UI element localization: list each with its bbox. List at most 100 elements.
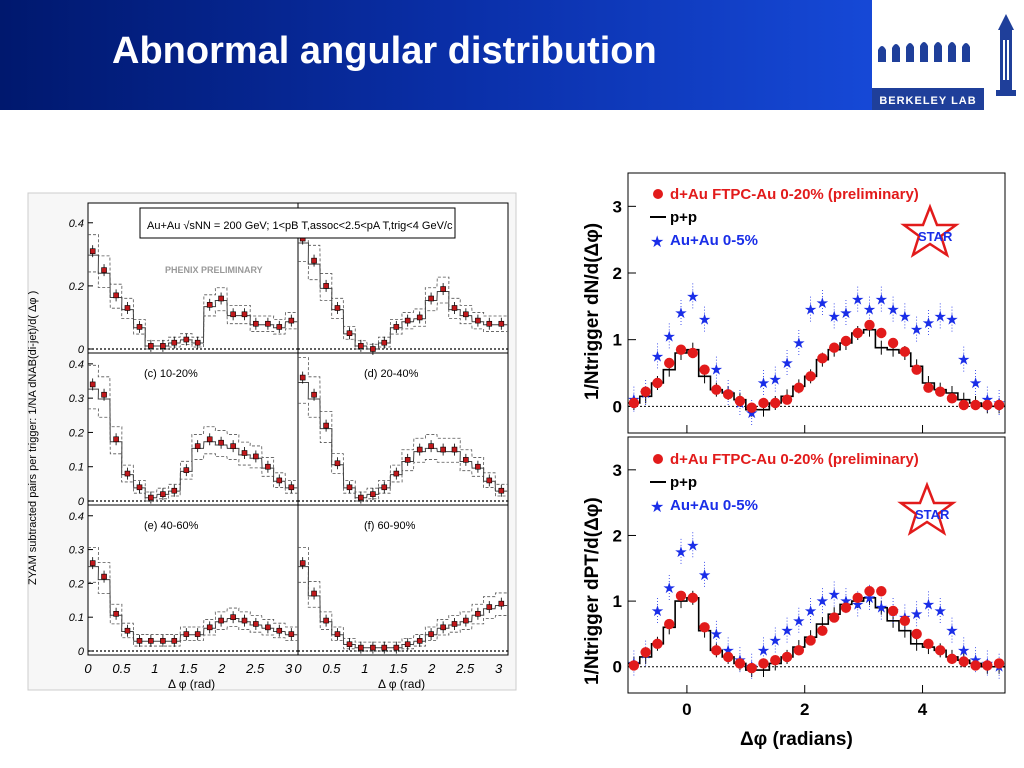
- phenix-xtick: 3: [285, 661, 293, 676]
- phenix-point: [218, 439, 224, 446]
- star-top-ytick: 2: [613, 264, 622, 283]
- star-bottom-dau-point: [758, 658, 769, 669]
- star-top-dau-point: [734, 395, 746, 407]
- star-top-ytick: 3: [613, 197, 622, 216]
- phenix-point: [230, 311, 236, 318]
- phenix-point: [346, 484, 353, 491]
- star-bottom-auau-point: ★: [769, 632, 782, 649]
- star-bottom-auau-point: ★: [804, 603, 817, 620]
- phenix-point: [416, 446, 423, 453]
- star-top-auau-point: ★: [780, 355, 793, 372]
- phenix-point: [171, 638, 178, 644]
- star-bottom-dau-point: [722, 651, 734, 663]
- star-top-auau-point: ★: [804, 302, 817, 319]
- phenix-point: [311, 257, 317, 264]
- star-bottom-dau-point: [852, 592, 863, 604]
- phenix-xtick: 1: [361, 661, 368, 676]
- phenix-point: [241, 617, 248, 624]
- phenix-point: [160, 638, 166, 644]
- star-xtick: 0: [682, 700, 691, 719]
- phenix-point: [451, 305, 458, 311]
- phenix-point: [451, 446, 458, 453]
- star-bottom-auau-point: ★: [674, 544, 687, 561]
- phenix-point: [393, 470, 400, 477]
- phenix-band-lower: [88, 581, 298, 647]
- star-figure: 0123★★★★★★★★★★★★★★★★★★★★★★★★★★★★★★★★0123…: [582, 172, 1006, 750]
- phenix-point: [498, 600, 505, 607]
- phenix-histogram: [88, 254, 298, 347]
- phenix-point: [299, 374, 306, 381]
- star-bottom-dau-point: [652, 638, 663, 649]
- phenix-point: [160, 491, 166, 497]
- phenix-point: [393, 644, 400, 651]
- star-bottom-auau-point: ★: [910, 606, 923, 623]
- star-top-auau-point: ★: [933, 308, 946, 325]
- phenix-point: [334, 631, 341, 637]
- star-top-auau-point: ★: [957, 352, 970, 369]
- phenix-point: [440, 286, 446, 292]
- phenix-point: [148, 638, 154, 644]
- phenix-point: [475, 611, 481, 617]
- phenix-point: [206, 436, 213, 443]
- phenix-band-lower: [298, 402, 508, 502]
- phenix-point: [370, 644, 376, 651]
- phenix-point: [276, 477, 283, 484]
- star-bottom-dau-point: [911, 628, 922, 640]
- star-top-auau-point: ★: [863, 302, 876, 319]
- phenix-point: [346, 330, 353, 337]
- phenix-panel-frame: [297, 504, 509, 656]
- phenix-point: [288, 484, 295, 491]
- star-bottom-ytick: 3: [613, 461, 622, 480]
- phenix-ytick: 0: [78, 496, 85, 508]
- phenix-ytick: 0.3: [69, 393, 85, 405]
- phenix-point: [428, 631, 434, 637]
- star-bottom-dau-point: [958, 656, 969, 667]
- phenix-histogram: [88, 388, 298, 499]
- phenix-point: [334, 305, 341, 311]
- phenix-ytick: 0.4: [69, 359, 84, 371]
- star-badge-top: STAR: [900, 203, 960, 258]
- phenix-histogram: [298, 566, 508, 649]
- phenix-xtick: 0: [84, 661, 92, 676]
- phenix-point: [136, 484, 143, 491]
- phenix-point: [276, 627, 283, 634]
- phenix-point: [89, 381, 96, 388]
- phenix-point: [393, 324, 400, 330]
- phenix-point: [463, 311, 469, 318]
- phenix-point: [370, 491, 376, 497]
- star-bottom-ytick: 1: [613, 592, 622, 611]
- star-top-auau-point: ★: [922, 315, 935, 332]
- star-top-dau-point: [722, 389, 734, 400]
- phenix-point: [265, 320, 271, 327]
- star-bottom-dau-point: [664, 618, 675, 630]
- phenix-point: [276, 324, 283, 330]
- star-top-auau-point: ★: [769, 372, 782, 389]
- star-bottom-dau-point: [793, 645, 805, 656]
- star-top-dau-point: [982, 399, 993, 411]
- slide-title: Abnormal angular distribution: [112, 30, 657, 72]
- star-top-ytick: 1: [613, 331, 622, 350]
- phenix-point: [428, 295, 434, 302]
- phenix-point: [124, 627, 131, 634]
- phenix-point: [230, 614, 236, 620]
- star-bottom-dau-point: [864, 586, 875, 597]
- star-bottom-auau-point: ★: [827, 587, 840, 604]
- phenix-panel-label: (c) 10-20%: [144, 368, 198, 380]
- star-bottom-dau-point: [711, 645, 722, 656]
- phenix-point: [194, 631, 201, 637]
- phenix-point: [416, 314, 423, 321]
- phenix-preliminary: PHENIX PRELIMINARY: [165, 265, 263, 275]
- star-bottom-dau-point: [828, 612, 840, 623]
- phenix-panel-label: (e) 40-60%: [144, 520, 199, 532]
- phenix-point: [265, 624, 271, 631]
- star-top-dau-point: [935, 386, 946, 397]
- phenix-point: [136, 324, 143, 330]
- phenix-point: [101, 391, 107, 398]
- phenix-point: [440, 624, 446, 631]
- phenix-point: [486, 477, 493, 484]
- phenix-point: [206, 302, 213, 308]
- phenix-point: [183, 467, 190, 473]
- phenix-xtick: 3: [495, 661, 503, 676]
- star-top-dau-point: [628, 397, 640, 409]
- phenix-point: [136, 638, 143, 644]
